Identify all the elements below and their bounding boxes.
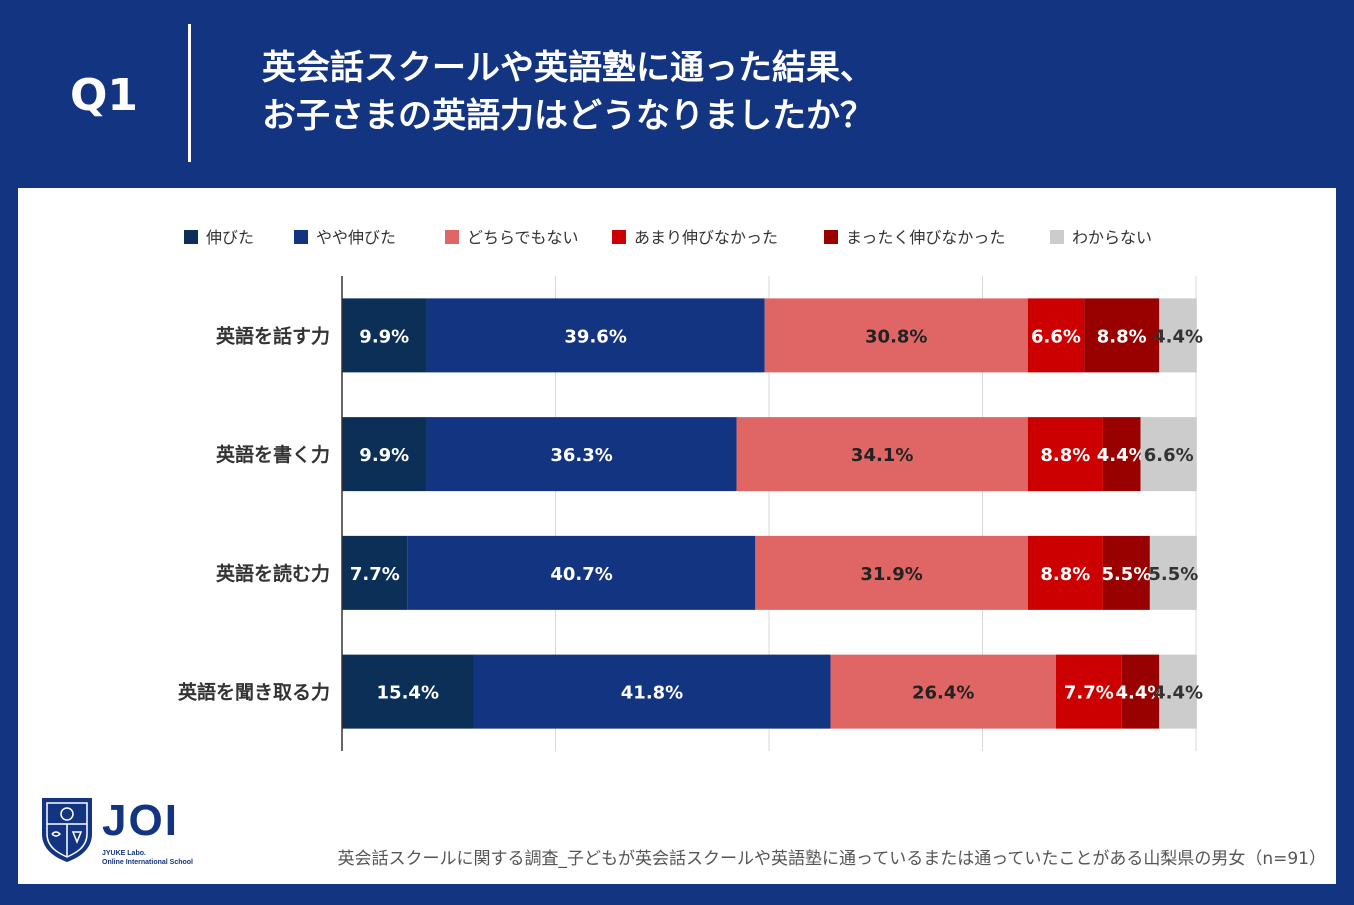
category-label: 英語を聞き取る力 [178, 681, 330, 704]
bar-segment [1121, 654, 1160, 729]
stacked-bar-chart: 伸びたやや伸びたどちらでもないあまり伸びなかったまったく伸びなかったわからない0… [178, 228, 1203, 751]
legend-swatch [445, 230, 459, 244]
logo-subtitle-2: Online International School [102, 859, 194, 866]
bar-segment [1027, 417, 1103, 492]
bar-segment [1102, 535, 1150, 610]
survey-footnote: 英会話スクールに関する調査_子どもが英会話スクールや英語塾に通っているまたは通っ… [337, 849, 1326, 869]
legend-swatch [1050, 230, 1064, 244]
bar-segment [342, 535, 408, 610]
legend-swatch [184, 230, 198, 244]
shield-icon [42, 798, 92, 862]
bar-segment [1140, 417, 1197, 492]
bar-segment [1055, 654, 1122, 729]
bar-segment [473, 654, 831, 729]
bar-segment [764, 298, 1028, 373]
bar-segment [1027, 298, 1085, 373]
bar-segment [407, 535, 756, 610]
bar-segment [736, 417, 1028, 492]
data-label: 30.8% [865, 326, 927, 347]
data-label: 8.8% [1097, 326, 1147, 347]
bar-segment [342, 417, 427, 492]
bar-segment [1102, 417, 1141, 492]
question-title: 英会話スクールや英語塾に通った結果、 お子さまの英語力はどうなりましたか？ [262, 44, 1322, 140]
joi-logo: JOI JYUKE Labo. Online International Sch… [38, 794, 218, 872]
data-label: 7.7% [350, 564, 400, 585]
data-label: 39.6% [564, 326, 626, 347]
data-label: 5.5% [1101, 564, 1151, 585]
data-label: 26.4% [912, 683, 974, 704]
bar-segment [1149, 535, 1197, 610]
legend-label: どちらでもない [467, 228, 579, 247]
data-label: 6.6% [1144, 445, 1194, 466]
legend-swatch [612, 230, 626, 244]
logo-subtitle-1: JYUKE Labo. [102, 850, 146, 857]
data-label: 8.8% [1040, 564, 1090, 585]
legend-label: 伸びた [206, 228, 254, 247]
bar-segment [342, 654, 474, 729]
data-label: 15.4% [377, 683, 439, 704]
bar-segment [755, 535, 1028, 610]
data-label: 8.8% [1040, 445, 1090, 466]
legend-label: やや伸びた [316, 228, 396, 247]
question-title-line1: 英会話スクールや英語塾に通った結果、 [262, 48, 874, 88]
bar-segment [1159, 654, 1197, 729]
legend-swatch [294, 230, 308, 244]
bar-segment [1027, 535, 1103, 610]
legend-label: まったく伸びなかった [846, 228, 1005, 247]
data-label: 34.1% [851, 445, 913, 466]
data-label: 9.9% [359, 326, 409, 347]
legend-swatch [824, 230, 838, 244]
bar-segment [342, 298, 427, 373]
data-label: 4.4% [1153, 326, 1203, 347]
header-divider [188, 24, 191, 162]
logo-wordmark: JOI [102, 796, 179, 845]
legend-label: あまり伸びなかった [634, 228, 778, 247]
bar-segment [830, 654, 1056, 729]
bar-segment [426, 298, 765, 373]
category-label: 英語を書く力 [216, 443, 330, 466]
bar-segment [1084, 298, 1160, 373]
data-label: 4.4% [1116, 683, 1166, 704]
question-number: Q1 [69, 70, 139, 121]
data-label: 7.7% [1064, 683, 1114, 704]
chart-panel: 伸びたやや伸びたどちらでもないあまり伸びなかったまったく伸びなかったわからない0… [18, 188, 1336, 884]
data-label: 4.4% [1153, 683, 1203, 704]
data-label: 36.3% [550, 445, 612, 466]
legend-label: わからない [1072, 228, 1152, 247]
question-title-line2: お子さまの英語力はどうなりましたか？ [262, 96, 874, 136]
bar-segment [426, 417, 737, 492]
data-label: 40.7% [550, 564, 612, 585]
data-label: 41.8% [621, 683, 683, 704]
data-label: 5.5% [1148, 564, 1198, 585]
data-label: 9.9% [359, 445, 409, 466]
data-label: 31.9% [860, 564, 922, 585]
data-label: 4.4% [1097, 445, 1147, 466]
data-label: 6.6% [1031, 326, 1081, 347]
bar-segment [1159, 298, 1197, 373]
category-label: 英語を読む力 [216, 562, 330, 585]
category-label: 英語を話す力 [216, 324, 330, 347]
